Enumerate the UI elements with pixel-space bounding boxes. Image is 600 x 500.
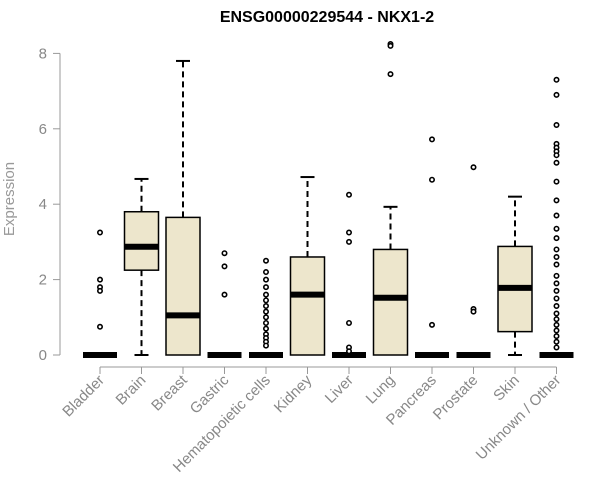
outlier-point [553, 225, 560, 232]
outlier-point [387, 71, 394, 78]
outlier-point [553, 261, 560, 268]
box-group-hematopoietic-cells [249, 257, 283, 358]
outlier-point [97, 276, 104, 283]
box-group-pancreas [415, 136, 449, 358]
outlier-point [262, 257, 269, 264]
outlier-point [553, 280, 560, 287]
outlier-point [553, 295, 560, 302]
y-tick-label: 0 [39, 347, 47, 364]
y-tick-label: 8 [39, 45, 47, 62]
outlier-point [345, 238, 352, 245]
chart-title: ENSG00000229544 - NKX1-2 [220, 9, 434, 26]
x-tick-label: Prostate [430, 372, 482, 424]
outlier-point [345, 229, 352, 236]
x-tick-label: Bladder [59, 372, 108, 421]
outlier-point [221, 250, 228, 257]
box-group-breast [165, 59, 201, 356]
box-group-skin [497, 195, 533, 356]
y-tick-label: 2 [39, 272, 47, 289]
outlier-point [553, 327, 560, 334]
outlier-point [553, 76, 560, 83]
box [289, 256, 326, 356]
outlier-point [262, 276, 269, 283]
outlier-point [262, 269, 269, 276]
outlier-point [262, 297, 269, 304]
outlier-point [553, 310, 560, 317]
box-group-prostate [456, 164, 491, 358]
outlier-point [262, 308, 269, 315]
outlier-point [470, 164, 477, 171]
y-axis: 0 2 4 6 8 [39, 45, 61, 364]
x-tick-label: Kidney [271, 371, 316, 416]
outlier-point [553, 253, 560, 260]
box-group-kidney [289, 176, 326, 356]
box [165, 216, 201, 356]
y-axis-label: Expression [1, 162, 18, 236]
outlier-point [262, 314, 269, 321]
outlier-point [553, 287, 560, 294]
outlier-point [221, 291, 228, 298]
outlier-point [553, 316, 560, 323]
plot-area [83, 40, 574, 358]
box-group-liver [332, 191, 366, 358]
outlier-point [262, 302, 269, 309]
x-tick-label: Breast [148, 371, 191, 414]
outlier-point [345, 191, 352, 198]
box [123, 210, 160, 271]
outlier-point [262, 325, 269, 332]
outlier-point [428, 136, 435, 143]
box [372, 248, 409, 356]
outlier-point [553, 122, 560, 129]
outlier-point [97, 229, 104, 236]
box-group-unknown-other [539, 76, 574, 358]
outlier-point [553, 302, 560, 309]
outlier-point [553, 344, 560, 351]
outlier-point [97, 323, 104, 330]
outlier-point [553, 246, 560, 253]
outlier-point [262, 284, 269, 291]
outlier-point [553, 152, 560, 159]
outlier-point [262, 342, 269, 349]
outlier-point [553, 159, 560, 166]
x-tick-label: Brain [113, 372, 150, 409]
outlier-point [345, 348, 352, 355]
box-group-lung [372, 40, 409, 356]
outlier-point [553, 91, 560, 98]
outlier-point [470, 308, 477, 315]
outlier-point [428, 321, 435, 328]
y-tick-label: 6 [39, 121, 47, 138]
outlier-point [387, 42, 394, 49]
outlier-point [553, 338, 560, 345]
outlier-point [553, 321, 560, 328]
outlier-point [553, 178, 560, 185]
outlier-point [221, 263, 228, 270]
y-tick-label: 4 [39, 196, 47, 213]
outlier-point [553, 235, 560, 242]
outlier-point [262, 319, 269, 326]
x-tick-label: Liver [322, 372, 357, 407]
x-tick-label: Skin [490, 372, 523, 405]
outlier-point [428, 176, 435, 183]
outlier-point [553, 272, 560, 279]
outlier-point [262, 291, 269, 298]
outlier-point [97, 287, 104, 294]
outlier-point [345, 319, 352, 326]
outlier-point [553, 333, 560, 340]
x-tick-label: Lung [363, 372, 399, 408]
box-group-gastric [207, 250, 242, 358]
outlier-point [553, 212, 560, 219]
box-group-brain [123, 177, 160, 356]
box-group-bladder [83, 229, 117, 358]
outlier-point [553, 197, 560, 204]
